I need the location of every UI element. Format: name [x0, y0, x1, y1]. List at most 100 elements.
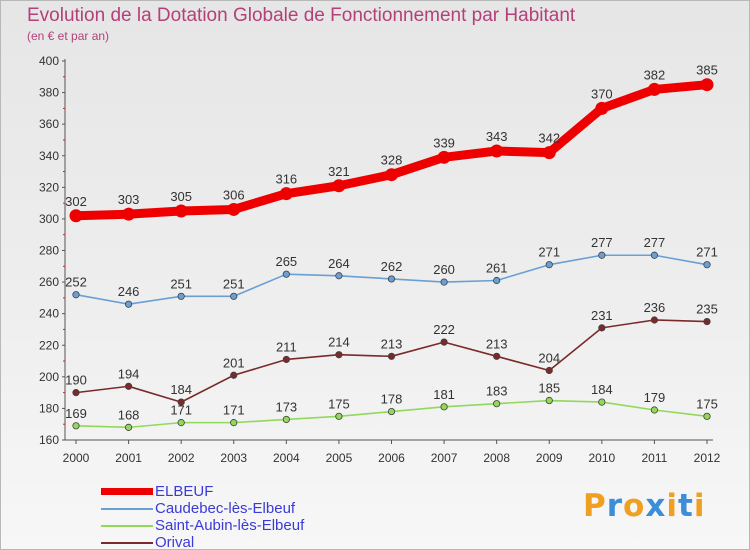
- data-point: [598, 324, 606, 332]
- logo-letter: r: [606, 488, 624, 524]
- x-tick-label: 2000: [63, 451, 90, 465]
- data-point: [598, 398, 606, 406]
- data-point: [387, 407, 396, 416]
- x-tick-label: 2007: [431, 451, 458, 465]
- legend-swatch: [101, 524, 153, 527]
- y-tick-label: 220: [39, 338, 59, 352]
- data-label: 277: [591, 235, 613, 250]
- y-tick-label: 360: [39, 117, 59, 131]
- y-tick-label: 320: [39, 180, 59, 194]
- data-label: 321: [328, 164, 350, 179]
- data-label: 179: [644, 390, 666, 405]
- data-point: [650, 406, 659, 414]
- series-caudebec-l-s-elbeuf: 252 246 251 251 265 264 262 260 261 271 277 277 271: [65, 235, 718, 308]
- series-layer: 252 246 251 251 265 264 262 260 261 271 277 277 271 1…: [65, 63, 718, 431]
- data-label: 260: [433, 262, 455, 277]
- data-label: 169: [65, 406, 87, 421]
- data-label: 261: [486, 261, 508, 276]
- proxiti-logo: Proxiti: [583, 488, 705, 524]
- data-point: [230, 292, 238, 300]
- data-point: [72, 422, 80, 430]
- data-label: 306: [223, 187, 245, 202]
- x-tick-label: 2006: [378, 451, 405, 465]
- data-point: [72, 389, 80, 397]
- data-label: 171: [223, 403, 245, 418]
- data-point: [332, 179, 346, 193]
- data-point: [282, 270, 290, 278]
- data-label: 168: [118, 407, 140, 422]
- data-label: 305: [170, 189, 192, 204]
- data-point: [437, 150, 451, 164]
- data-point: [177, 419, 185, 427]
- data-point: [335, 272, 343, 280]
- data-point: [335, 351, 343, 359]
- x-tick-label: 2005: [326, 451, 353, 465]
- y-tick-label: 380: [39, 86, 59, 100]
- data-label: 214: [328, 335, 350, 350]
- series-saint-aubin-l-s-elbeuf: 169 168 171 171 173 175 178 181 183 185 184 179 175: [65, 381, 718, 431]
- data-label: 271: [538, 245, 560, 260]
- data-point: [700, 78, 714, 92]
- data-label: 251: [223, 276, 245, 291]
- data-point: [650, 316, 659, 324]
- x-tick-label: 2012: [694, 451, 721, 465]
- data-point: [335, 412, 343, 420]
- data-label: 231: [591, 308, 613, 323]
- data-label: 171: [170, 403, 192, 418]
- legend-item: ELBEUF: [101, 483, 304, 500]
- data-label: 252: [65, 275, 87, 290]
- data-point: [177, 292, 185, 300]
- y-tick-label: 200: [39, 370, 59, 384]
- y-tick-label: 280: [39, 244, 59, 258]
- logo-letter: P: [583, 488, 607, 524]
- data-label: 222: [433, 322, 455, 337]
- legend-swatch: [101, 488, 153, 495]
- legend-item: Caudebec-lès-Elbeuf: [101, 500, 304, 517]
- y-tick-label: 260: [39, 275, 59, 289]
- data-label: 194: [118, 366, 140, 381]
- data-point: [282, 355, 290, 364]
- data-label: 382: [644, 67, 666, 82]
- x-tick-label: 2011: [642, 451, 668, 465]
- data-label: 343: [486, 129, 508, 144]
- data-label: 178: [381, 392, 403, 407]
- y-tick-label: 240: [39, 307, 59, 321]
- data-label: 184: [591, 382, 613, 397]
- x-tick-label: 2008: [483, 451, 510, 465]
- logo-letter: i: [693, 488, 706, 524]
- data-label: 302: [65, 194, 87, 209]
- legend-item: Saint-Aubin-lès-Elbeuf: [101, 517, 304, 534]
- legend-item: Orival: [101, 534, 304, 549]
- data-point: [703, 317, 711, 326]
- data-label: 271: [696, 245, 718, 260]
- data-label: 246: [118, 284, 140, 299]
- data-label: 211: [276, 339, 297, 354]
- data-label: 265: [275, 254, 297, 269]
- legend-label: ELBEUF: [155, 483, 214, 500]
- data-point: [703, 412, 711, 420]
- data-label: 175: [328, 396, 350, 411]
- data-point: [174, 204, 188, 218]
- legend-label: Saint-Aubin-lès-Elbeuf: [155, 517, 305, 534]
- x-tick-label: 2010: [588, 451, 615, 465]
- data-label: 303: [118, 192, 140, 207]
- x-tick-label: 2004: [273, 451, 300, 465]
- data-point: [440, 278, 448, 286]
- data-point: [493, 400, 501, 408]
- data-point: [493, 352, 501, 360]
- data-point: [440, 403, 448, 411]
- data-point: [124, 423, 133, 431]
- data-label: 181: [433, 387, 455, 402]
- y-tick-label: 160: [39, 433, 59, 447]
- data-label: 213: [486, 336, 508, 351]
- data-point: [124, 300, 133, 308]
- data-label: 316: [275, 172, 297, 187]
- y-tick-label: 300: [39, 212, 59, 226]
- chart-title: Evolution de la Dotation Globale de Fonc…: [27, 5, 576, 26]
- data-point: [650, 251, 659, 259]
- data-label: 185: [538, 381, 560, 396]
- data-point: [542, 146, 556, 160]
- data-label: 201: [223, 355, 245, 370]
